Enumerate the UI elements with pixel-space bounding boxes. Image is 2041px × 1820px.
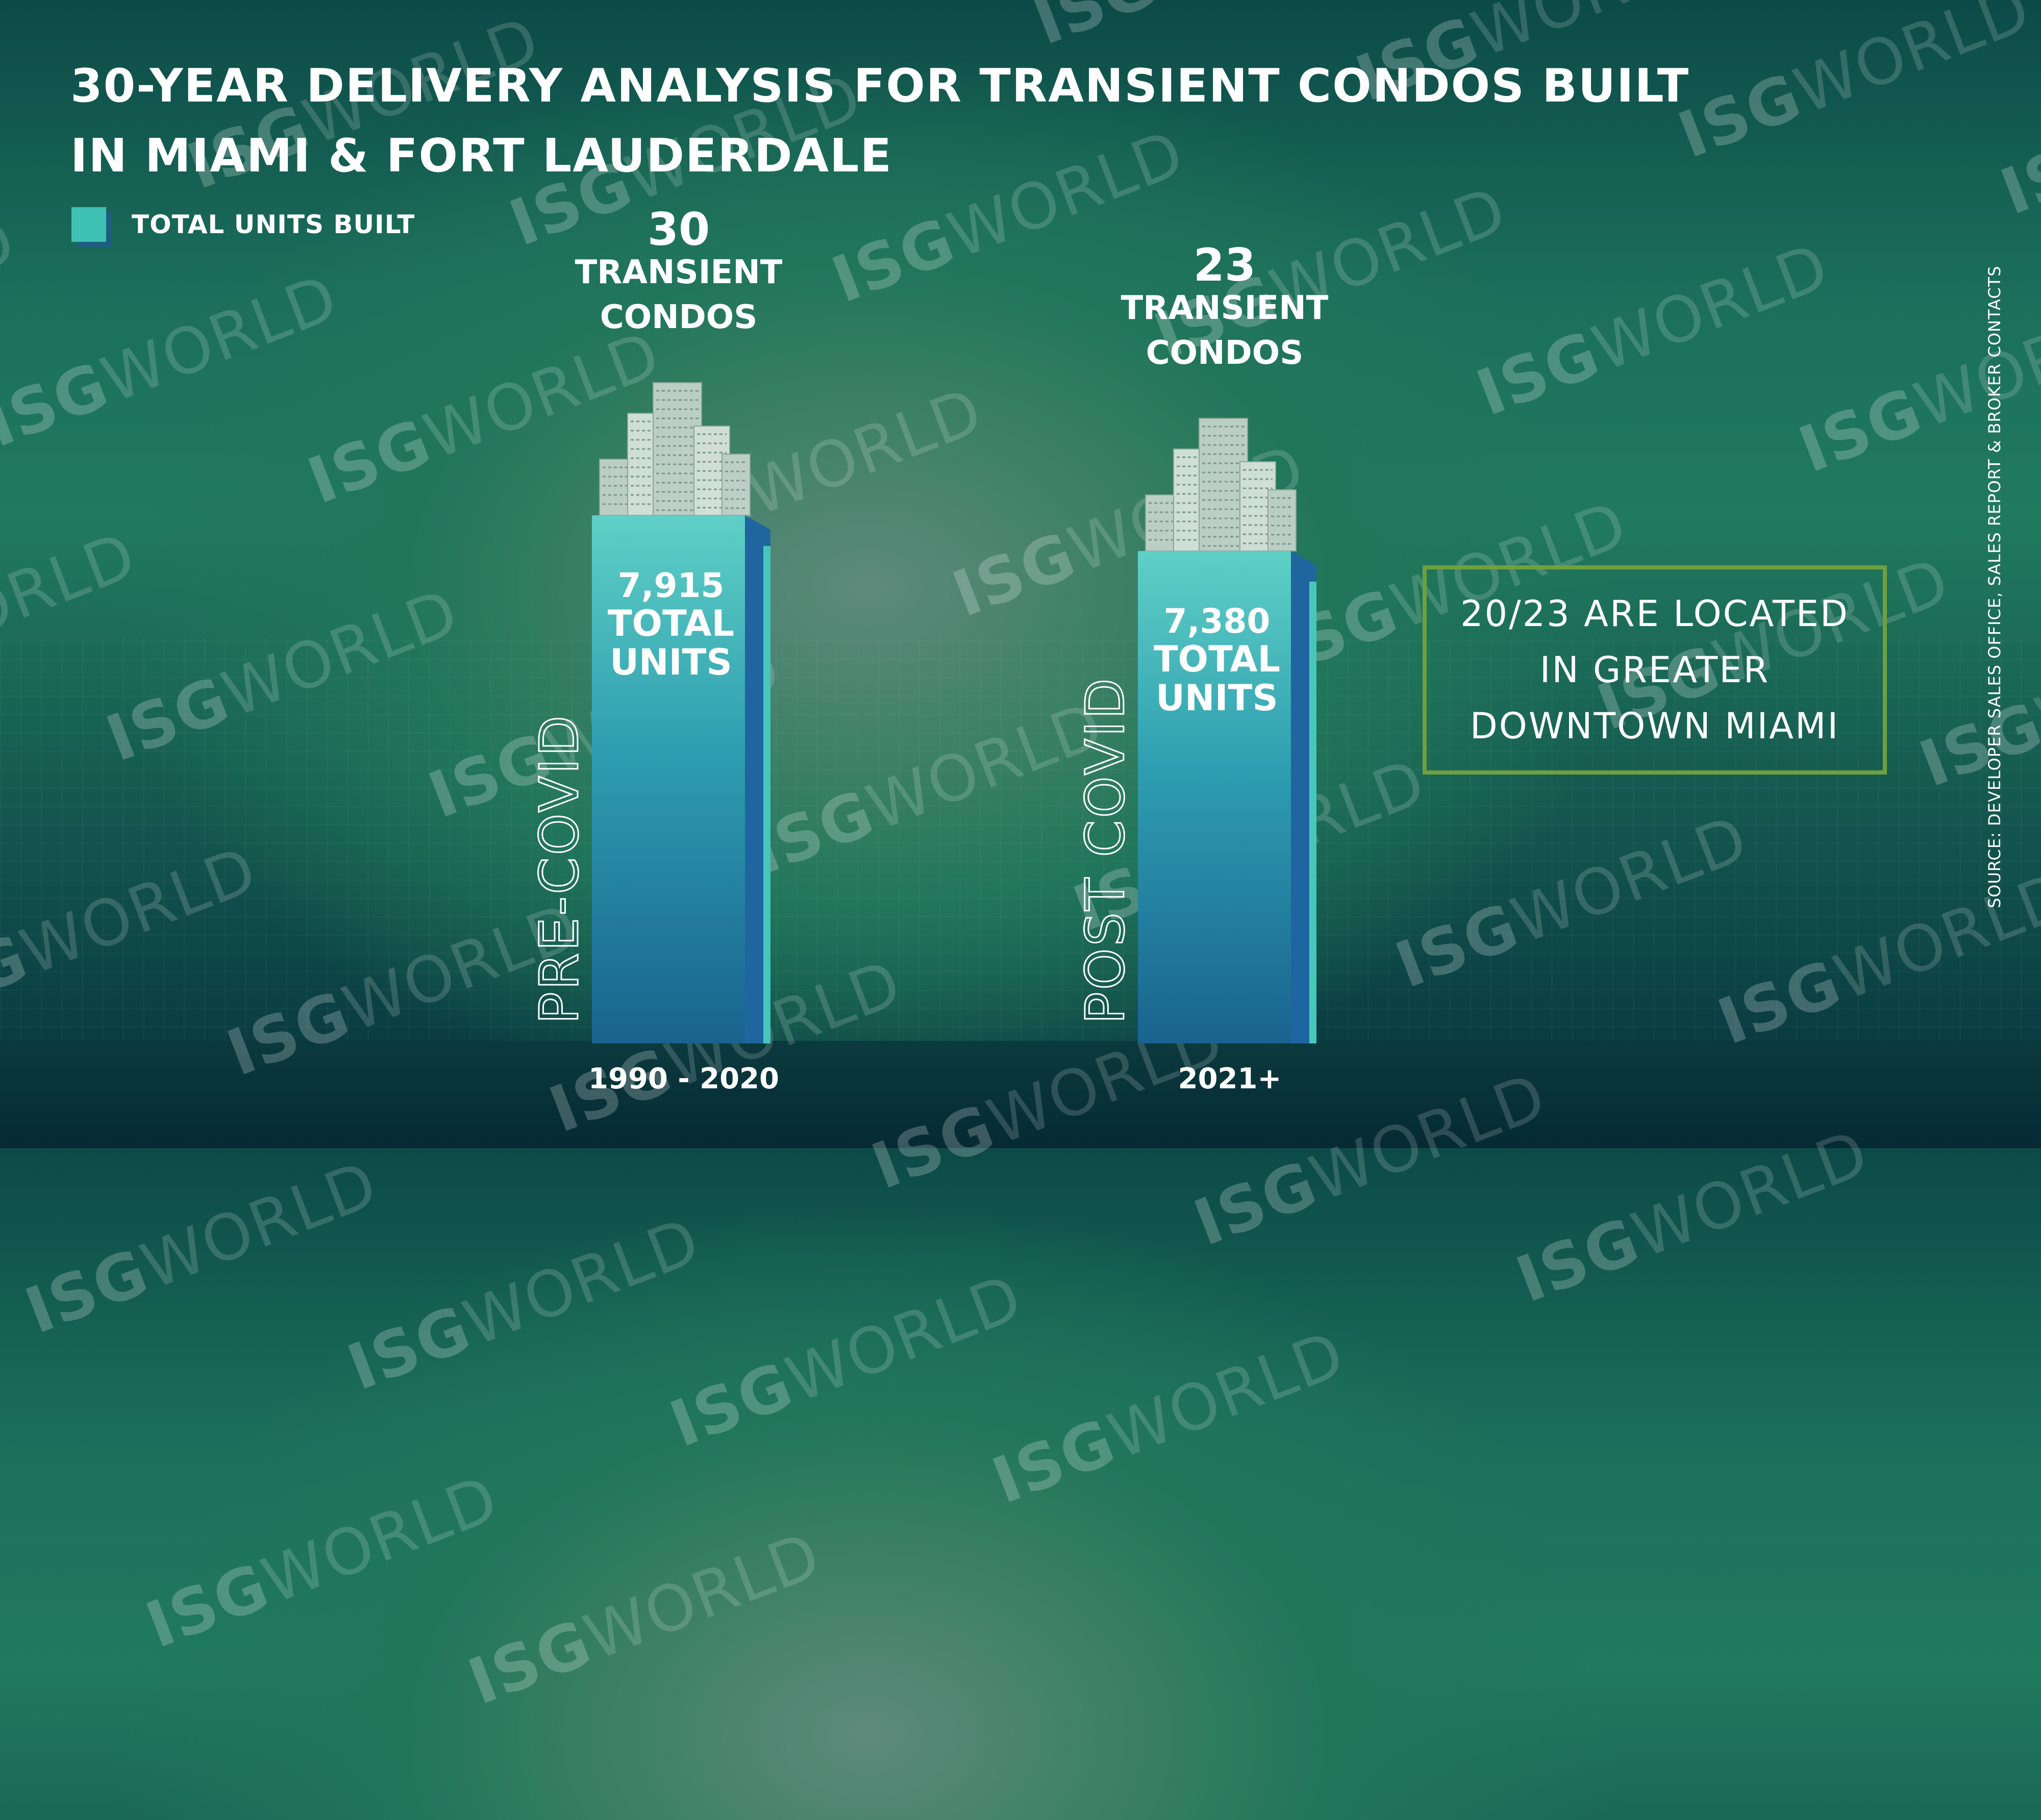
condo-label-line: TRANSIENT [1121, 289, 1329, 327]
category-label: 2021+ [1178, 1062, 1282, 1095]
callout-text: 20/23 ARE LOCATED IN GREATER DOWNTOWN MI… [1460, 593, 1849, 747]
bar-value-label: 7,915 [618, 566, 725, 605]
bar-skyline [1145, 417, 1297, 552]
bar-value-label: UNITS [1156, 677, 1278, 719]
condo-count-label: 30 [648, 203, 710, 256]
legend-label: TOTAL UNITS BUILT [132, 210, 415, 239]
callout-box: 20/23 ARE LOCATED IN GREATER DOWNTOWN MI… [1423, 565, 1887, 775]
condo-label-line: CONDOS [600, 298, 758, 336]
period-label: POST COVID [1074, 676, 1136, 1024]
legend: TOTAL UNITS BUILT [71, 207, 415, 242]
bar-side-edge [1309, 581, 1316, 1043]
source-note: SOURCE: DEVELOPER SALES OFFICE, SALES RE… [1985, 265, 2004, 908]
skyline-tower [721, 454, 751, 516]
bar [592, 515, 745, 1043]
watermark-logo: ISGWORLD [338, 1204, 710, 1405]
watermark-logo: ISGWORLD [660, 1260, 1032, 1462]
watermark-logo: ISGWORLD [459, 1518, 831, 1719]
bar-side-edge [763, 546, 770, 1043]
category-label: 1990 - 2020 [588, 1062, 779, 1095]
bar-value-label: 7,380 [1164, 602, 1271, 641]
bar-value-label: TOTAL [1154, 638, 1280, 680]
bar [1138, 551, 1291, 1043]
bar-value-label: UNITS [610, 641, 732, 683]
ground-band [0, 1041, 2041, 1148]
background-grid [0, 638, 2041, 1046]
chart-title: 30-YEAR DELIVERY ANALYSIS FOR TRANSIENT … [70, 59, 1690, 183]
legend-swatch [71, 207, 106, 242]
bar-skyline [599, 382, 751, 516]
watermark-logo: ISGWORLD [136, 1461, 508, 1663]
condo-label-line: TRANSIENT [575, 254, 783, 291]
period-label: PRE-COVID [528, 713, 590, 1024]
chart-svg: 30TRANSIENTCONDOS7,915TOTALUNITSPRE-COVI… [528, 203, 1329, 1095]
watermark-logo: ISGWORLD [983, 1317, 1355, 1518]
bar-value-label: TOTAL [608, 603, 734, 644]
condo-count-label: 23 [1193, 239, 1256, 291]
condo-label-line: CONDOS [1146, 334, 1304, 372]
skyline-tower [1267, 489, 1297, 552]
watermark-logo: ISGWORLD [16, 1147, 388, 1349]
